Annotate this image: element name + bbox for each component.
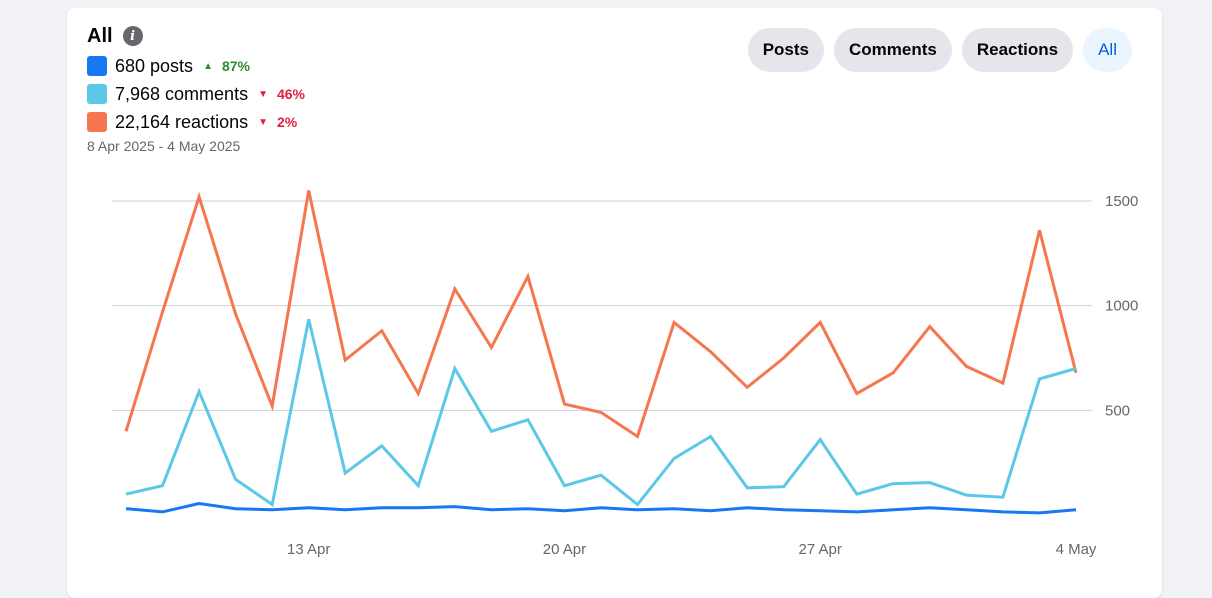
filter-posts-button[interactable]: Posts <box>747 28 824 72</box>
title-row: All i <box>87 24 143 48</box>
arrow-up-icon: ▲ <box>203 60 213 72</box>
delta-badge-reactions: ▼ 2% <box>258 114 297 130</box>
delta-value-posts: 87% <box>221 58 250 74</box>
arrow-down-icon: ▼ <box>258 88 268 100</box>
legend-item-comments: 7,968 comments ▼ 46% <box>87 80 305 108</box>
x-tick-label: 4 May <box>1056 541 1097 558</box>
x-tick-label: 27 Apr <box>799 541 842 558</box>
filter-comments-button[interactable]: Comments <box>833 28 952 72</box>
x-tick-label: 13 Apr <box>287 541 330 558</box>
delta-value-reactions: 2% <box>277 114 298 130</box>
y-tick-label: 1500 <box>1105 193 1138 210</box>
y-tick-label: 500 <box>1105 402 1130 419</box>
legend-label-posts: 680 posts <box>115 55 194 76</box>
legend-swatch-comments <box>87 84 107 104</box>
legend-swatch-reactions <box>87 112 107 132</box>
legend-item-posts: 680 posts ▲ 87% <box>87 52 305 80</box>
series-line-comments[interactable] <box>125 318 1077 508</box>
info-icon[interactable]: i <box>122 26 143 46</box>
page-title: All <box>87 25 113 47</box>
date-range: 8 Apr 2025 - 4 May 2025 <box>87 138 241 154</box>
legend-item-reactions: 22,164 reactions ▼ 2% <box>87 108 305 136</box>
insights-card: All i 680 posts ▲ 87% 7,968 comments ▼ 4… <box>67 8 1162 598</box>
series-line-posts[interactable] <box>125 501 1077 515</box>
delta-badge-posts: ▲ 87% <box>203 58 250 74</box>
legend-swatch-posts <box>87 56 107 76</box>
y-tick-label: 1000 <box>1105 298 1138 315</box>
filter-reactions-button[interactable]: Reactions <box>961 28 1074 72</box>
series-line-reactions[interactable] <box>124 190 1078 439</box>
legend-label-comments: 7,968 comments <box>115 83 249 104</box>
arrow-down-icon: ▼ <box>258 116 268 128</box>
filter-chips: Posts Comments Reactions All <box>738 28 1132 72</box>
delta-badge-comments: ▼ 46% <box>258 86 305 102</box>
legend-label-reactions: 22,164 reactions <box>115 111 249 132</box>
filter-all-button[interactable]: All <box>1083 28 1132 72</box>
legend: 680 posts ▲ 87% 7,968 comments ▼ 46% 22,… <box>87 52 305 136</box>
delta-value-comments: 46% <box>276 86 306 102</box>
x-tick-label: 20 Apr <box>543 541 586 558</box>
line-chart: 500 1000 1500 13 Apr 20 Apr 27 Apr 4 May <box>112 190 1138 558</box>
